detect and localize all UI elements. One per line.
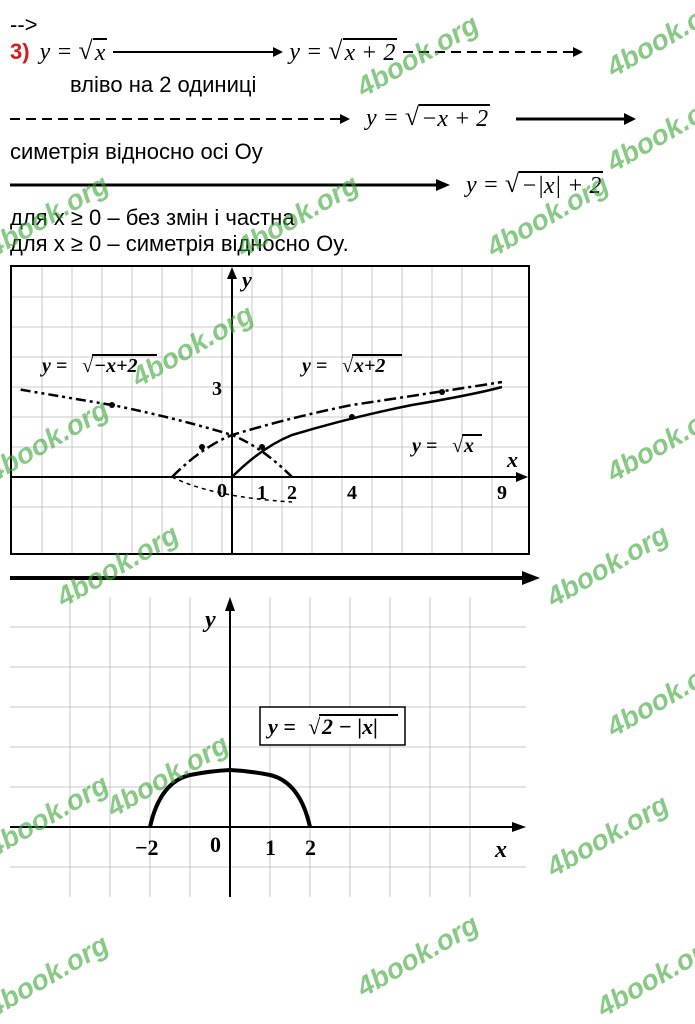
eq2-sqrt-arg: x + 2 [343,38,398,66]
cond1: для x ≥ 0 – без змін і частна [10,205,685,231]
eq1-sqrt-arg: x [93,38,108,66]
eq2: y = √x + 2 [289,38,397,66]
chart1-grid [12,267,528,553]
watermark: 4book.org [591,928,695,1023]
chart2-svg: y x 0 −2 1 2 y = √2 − |x| [10,597,526,897]
svg-text:y =: y = [265,714,296,739]
arrow-dashed-1 [403,44,583,60]
eq4-y: y = [466,172,505,198]
watermark: 4book.org [541,518,674,613]
watermark: 4book.org [351,908,484,1003]
problem-number: 3) [10,39,30,65]
arrow-solid-3 [10,177,450,193]
chart1-origin: 0 [217,480,227,502]
eq3-y: y = [366,105,405,131]
chart1-x9: 9 [497,482,507,504]
chart2-origin: 0 [210,832,221,857]
svg-text:√: √ [452,435,464,457]
chart2-x2: 2 [305,835,316,860]
chart1-x-label: x [506,447,518,472]
chart1-x4: 4 [347,482,357,504]
svg-text:−x+2: −x+2 [94,355,138,377]
eq3-sqrt: √−x + 2 [405,104,490,132]
eq1-lhs: y = √x [40,38,108,66]
chart1-label-mid: y = [300,355,327,377]
chart1: y x 0 1 2 4 9 3 y = √−x+2 y = √x+2 y = √… [10,265,530,555]
svg-text:x: x [463,435,474,457]
chart1-x1: 1 [257,482,267,504]
chart1-labels: y = √−x+2 y = √x+2 y = √x [40,355,482,457]
chart2-xm2: −2 [135,835,159,860]
eq4-sqrt: √−|x| + 2 [505,171,604,199]
chart2: y x 0 −2 1 2 y = √2 − |x| [10,597,530,897]
chart1-svg: y x 0 1 2 4 9 3 y = √−x+2 y = √x+2 y = √… [12,267,528,553]
symmetry-text: симетрія відносно осі Oy [10,139,685,165]
arrow-solid-1 [113,44,283,60]
chart1-axes [12,267,528,553]
step2-row: y = √−x + 2 [10,104,685,132]
svg-text:√: √ [308,714,321,739]
eq1-sqrt: √x [78,38,107,66]
svg-text:2 − |x|: 2 − |x| [321,714,378,739]
chart1-y-label: y [239,267,252,292]
watermark: 4book.org [0,928,114,1023]
arrow-solid-2 [516,111,636,127]
watermark: 4book.org [601,648,695,743]
shift-text: вліво на 2 одиниці [10,72,685,98]
svg-text:√: √ [82,355,94,377]
watermark: 4book.org [541,788,674,883]
watermark: 4book.org [601,393,695,488]
eq2-y: y = [289,39,328,65]
eq4-sqrt-arg: −|x| + 2 [519,171,603,199]
eq3: y = √−x + 2 [366,104,490,132]
chart2-x1: 1 [265,835,276,860]
eq2-sqrt: √x + 2 [328,38,397,66]
chart1-x2: 2 [287,482,297,504]
eq1-y: y = [40,39,79,65]
chart1-curve-sqrtmxp2 [17,389,292,477]
chart2-y-label: y [202,607,216,633]
eq3-sqrt-arg: −x + 2 [419,104,490,132]
svg-text:√: √ [342,355,354,377]
step3-row: y = √−|x| + 2 [10,171,685,199]
chart2-x-label: x [494,837,507,863]
arrow-dashed-2 [10,111,350,127]
chart1-label-left: y = [40,355,67,377]
svg-text:x+2: x+2 [353,355,385,377]
step1-row: 3) y = √x y = √x + 2 [10,38,685,66]
mid-arrow [10,567,540,589]
eq4: y = √−|x| + 2 [466,171,603,199]
cond2: для x ≥ 0 – симетрія відносно Oy. [10,231,685,257]
chart1-y3: 3 [212,378,222,400]
chart1-label-right: y = [410,435,437,457]
